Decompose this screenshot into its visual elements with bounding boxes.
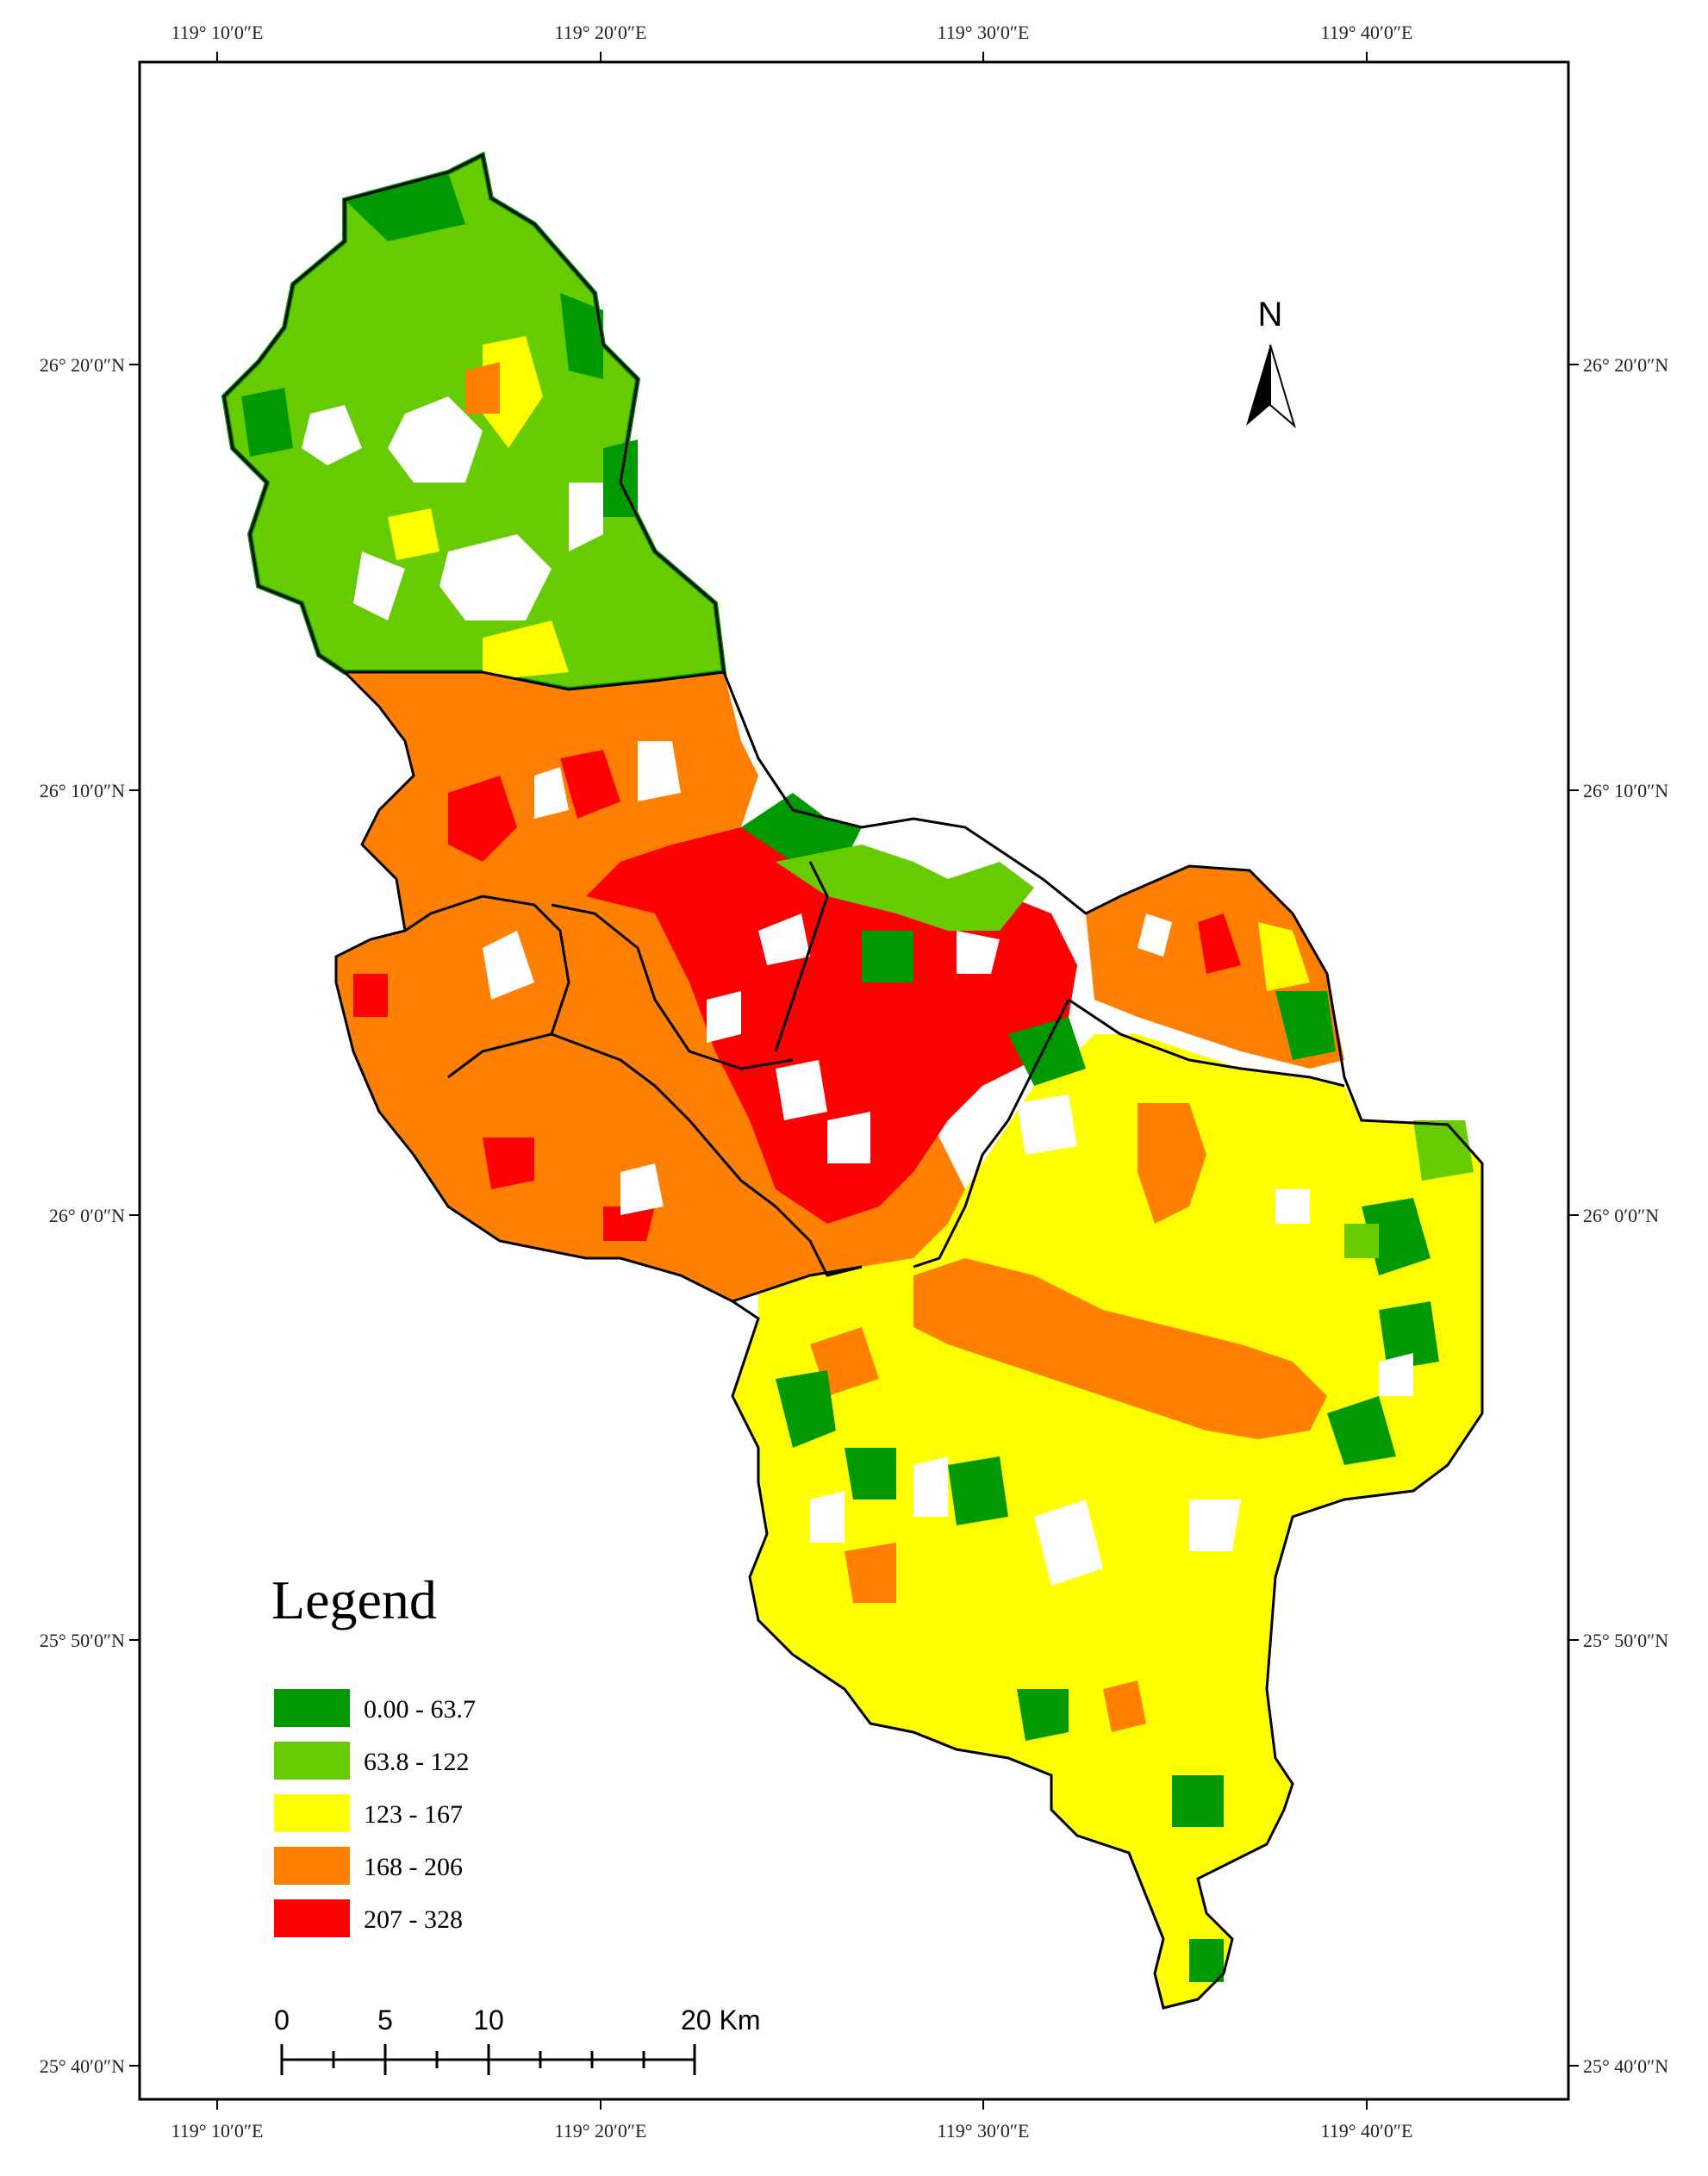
north-arrow-label: N — [1258, 296, 1283, 334]
tick-top-4: 119° 40′0″E — [1321, 22, 1413, 43]
tick-left-5: 25° 40′0″N — [40, 2055, 125, 2077]
north-arrow-left-half — [1246, 345, 1270, 426]
tick-bottom-2: 119° 20′0″E — [555, 2120, 647, 2142]
legend-swatch-2 — [274, 1742, 350, 1780]
tick-right-2: 26° 10′0″N — [1583, 780, 1668, 801]
tick-left-1: 26° 20′0″N — [40, 354, 125, 376]
tick-top-3: 119° 30′0″E — [938, 22, 1030, 43]
legend-title: Legend — [271, 1569, 437, 1630]
tick-left-4: 25° 50′0″N — [40, 1630, 125, 1651]
scale-label-10: 10 — [473, 2005, 504, 2036]
legend-swatch-5 — [274, 1899, 350, 1937]
tick-top-2: 119° 20′0″E — [555, 22, 647, 43]
legend-label-1: 0.00 - 63.7 — [364, 1695, 476, 1724]
tick-left-3: 26° 0′0″N — [49, 1205, 125, 1226]
tick-left-2: 26° 10′0″N — [40, 780, 125, 801]
graticule-ticks — [129, 52, 1579, 2110]
scale-label-5: 5 — [377, 2005, 393, 2036]
legend-swatch-1 — [274, 1689, 350, 1727]
legend-label-5: 207 - 328 — [364, 1905, 463, 1934]
district-boundaries — [222, 153, 1484, 2010]
legend-label-3: 123 - 167 — [364, 1800, 463, 1829]
tick-right-4: 25° 50′0″N — [1583, 1630, 1668, 1651]
scale-bar: 0 5 10 20 Km — [274, 2005, 760, 2075]
tick-top-1: 119° 10′0″E — [171, 22, 264, 43]
tick-bottom-3: 119° 30′0″E — [938, 2120, 1030, 2142]
north-arrow-right-half — [1269, 344, 1296, 428]
tick-bottom-1: 119° 10′0″E — [171, 2120, 264, 2142]
tick-right-5: 25° 40′0″N — [1583, 2055, 1668, 2077]
legend-label-2: 63.8 - 122 — [364, 1748, 470, 1776]
legend-swatch-4 — [274, 1847, 350, 1885]
tick-bottom-4: 119° 40′0″E — [1321, 2120, 1413, 2142]
legend-swatch-3 — [274, 1794, 350, 1832]
scale-label-0: 0 — [274, 2005, 290, 2036]
north-arrow: N — [1246, 296, 1296, 428]
tick-right-1: 26° 20′0″N — [1583, 354, 1668, 376]
legend: Legend 0.00 - 63.7 63.8 - 122 123 - 167 168… — [271, 1569, 476, 1937]
legend-label-4: 168 - 206 — [364, 1853, 463, 1881]
region-red-core — [586, 827, 1077, 1224]
scale-label-20km: 20 Km — [681, 2005, 760, 2036]
tick-right-3: 26° 0′0″N — [1583, 1205, 1659, 1226]
